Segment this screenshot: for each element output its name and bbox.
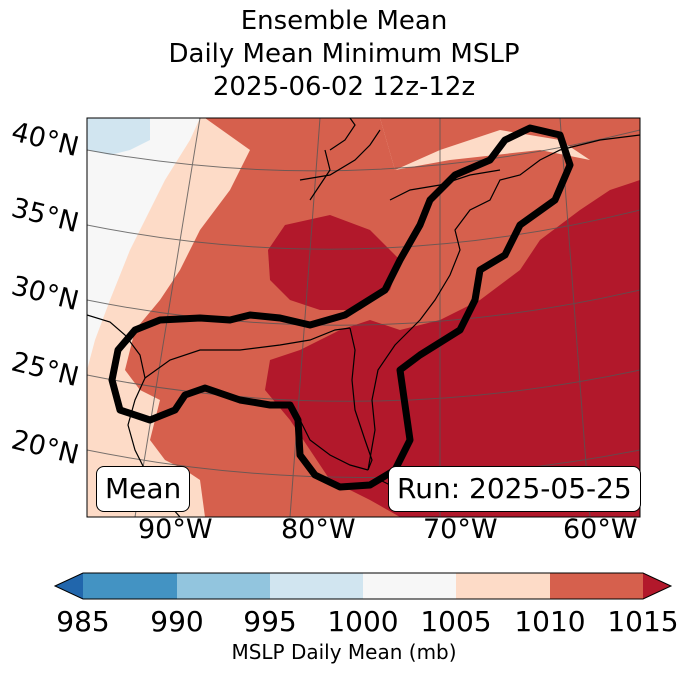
colorbar-segment-1000-1005 [363, 573, 456, 599]
colorbar-under-triangle [55, 573, 83, 599]
mean-contour [108, 124, 574, 491]
cbar-tick-1010: 1010 [514, 605, 586, 638]
colorbar-label: MSLP Daily Mean (mb) [231, 640, 457, 664]
cbar-tick-990: 990 [150, 605, 204, 638]
colorbar-segment-990-995 [177, 573, 270, 599]
fill-1010-1015-top [380, 118, 640, 170]
fill-1000-1005 [87, 118, 200, 370]
title-line-2: Daily Mean Minimum MSLP [168, 39, 520, 69]
lon-label-90w: 90°W [138, 514, 213, 545]
lon-label-70w: 70°W [423, 514, 498, 545]
colorbar-segment-985-990 [83, 573, 177, 599]
fill-995-1000 [87, 118, 150, 155]
colorbar-segment-1005-1010 [456, 573, 550, 599]
lon-label-60w: 60°W [563, 514, 638, 545]
cbar-tick-1000: 1000 [327, 605, 399, 638]
colorbar-segment-1010-1015 [550, 573, 643, 599]
cbar-tick-1015: 1015 [607, 605, 679, 638]
cbar-tick-1005: 1005 [420, 605, 492, 638]
mean-box: Mean [96, 466, 191, 512]
colorbar [53, 572, 673, 600]
run-date-box: Run: 2025-05-25 [388, 466, 641, 512]
title-line-1: Ensemble Mean [240, 6, 448, 36]
lon-label-80w: 80°W [281, 514, 356, 545]
title-line-3: 2025-06-02 12z-12z [212, 72, 476, 102]
cbar-tick-995: 995 [243, 605, 297, 638]
colorbar-over-triangle [643, 573, 671, 599]
fill-1015-plus-inland [268, 215, 400, 310]
colorbar-segment-995-1000 [270, 573, 363, 599]
fill-1015-plus-east [265, 180, 640, 517]
cbar-tick-985: 985 [56, 605, 110, 638]
